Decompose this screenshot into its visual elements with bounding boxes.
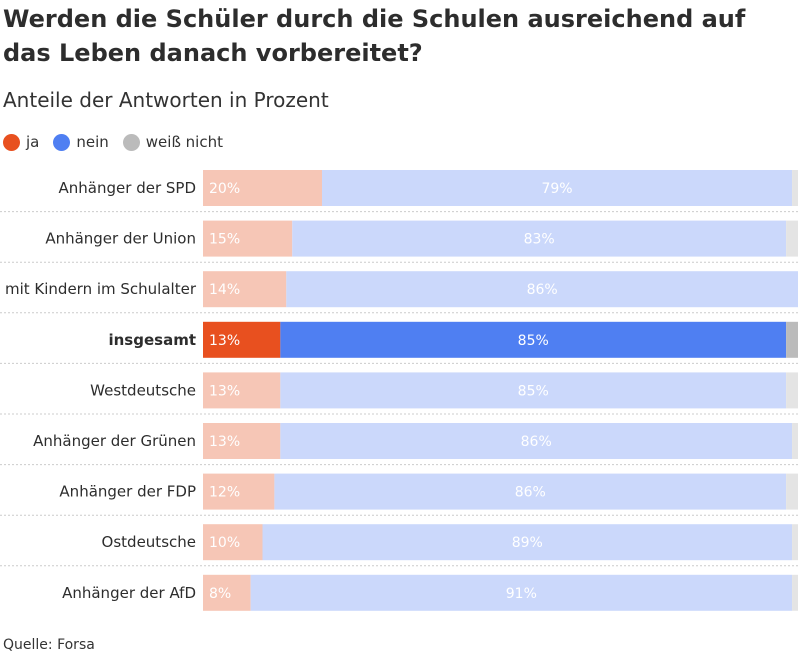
bar-segment-nein	[262, 524, 793, 561]
legend-label-weiss-nicht: weiß nicht	[145, 133, 223, 151]
category-label: Anhänger der SPD	[59, 179, 196, 197]
bar-segment-ja	[203, 271, 287, 308]
bar-segment-ja	[203, 524, 263, 561]
bar-segment-nein	[280, 372, 787, 409]
data-label-nein: 85%	[518, 333, 549, 349]
category-label: Westdeutsche	[90, 381, 196, 399]
legend-item-nein: nein	[53, 133, 109, 151]
data-label-nein: 85%	[518, 383, 549, 399]
bar-segment-ja	[203, 321, 281, 358]
bar-segment-nein	[250, 574, 793, 611]
data-label-ja: 14%	[209, 282, 240, 298]
bar-row-mit-kindern-im-schulalter: mit Kindern im Schulalter 14% 86%	[0, 261, 800, 308]
data-label-ja: 8%	[209, 586, 231, 602]
bar-segment-weiss-nicht	[786, 220, 798, 257]
bar-row-anhaenger-der-fdp: Anhänger der FDP 12% 86%	[0, 464, 800, 510]
bar-row-anhaenger-der-union: Anhänger der Union 15% 83%	[0, 211, 800, 257]
data-label-ja: 13%	[209, 383, 240, 399]
bar-row-anhaenger-der-afd: Anhänger der AfD 8% 91%	[0, 565, 800, 611]
legend-swatch-weiss-nicht	[122, 133, 140, 151]
bar-segment-weiss-nicht	[786, 473, 798, 510]
bar-row-anhaenger-der-gruenen: Anhänger der Grünen 13% 86%	[0, 413, 800, 459]
bar-segment-nein	[322, 170, 793, 206]
bar-row-ostdeutsche: Ostdeutsche 10% 89%	[0, 514, 800, 561]
legend-swatch-nein	[53, 133, 71, 151]
legend: ja nein weiß nicht	[3, 131, 237, 153]
legend-label-nein: nein	[76, 133, 109, 151]
legend-item-weiss-nicht: weiß nicht	[122, 133, 223, 151]
bar-row-anhaenger-der-spd: Anhänger der SPD 20% 79%	[59, 170, 798, 206]
data-label-ja: 13%	[209, 434, 240, 450]
bar-segment-weiss-nicht	[786, 372, 798, 409]
bar-segment-weiss-nicht	[792, 170, 798, 206]
category-label: mit Kindern im Schulalter	[5, 280, 197, 298]
category-label: Anhänger der AfD	[62, 584, 196, 602]
bar-segment-weiss-nicht	[792, 524, 798, 561]
stacked-bar-chart: Anhänger der SPD 20% 79% Anhänger der Union…	[0, 170, 800, 611]
bar-segment-ja	[203, 372, 281, 409]
legend-swatch-ja	[3, 133, 20, 151]
bar-segment-ja	[203, 574, 251, 611]
bar-row-westdeutsche: Westdeutsche 13% 85%	[0, 362, 800, 409]
bar-segment-weiss-nicht	[792, 574, 798, 611]
bar-row-insgesamt: insgesamt 13% 85%	[0, 312, 800, 358]
bar-segment-weiss-nicht	[786, 321, 798, 358]
data-label-nein: 86%	[515, 485, 546, 501]
bar-segment-ja	[203, 423, 281, 459]
data-label-ja: 10%	[209, 535, 240, 551]
category-label: insgesamt	[108, 331, 196, 349]
data-label-ja: 13%	[209, 333, 240, 349]
data-label-nein: 86%	[521, 434, 552, 450]
chart-title: Werden die Schüler durch die Schulen aus…	[3, 5, 746, 67]
bar-segment-ja	[203, 473, 275, 510]
data-label-nein: 79%	[541, 181, 572, 197]
chart-subtitle: Anteile der Antworten in Prozent	[3, 88, 329, 112]
bar-segment-nein	[280, 321, 787, 358]
data-label-ja: 12%	[209, 485, 240, 501]
legend-label-ja: ja	[26, 133, 40, 151]
data-label-ja: 20%	[209, 181, 240, 197]
bar-segment-weiss-nicht	[792, 423, 798, 459]
category-label: Ostdeutsche	[102, 533, 196, 551]
data-label-nein: 89%	[512, 535, 543, 551]
legend-item-ja: ja	[3, 133, 39, 151]
data-label-nein: 86%	[527, 282, 558, 298]
category-label: Anhänger der Union	[45, 230, 196, 248]
data-label-nein: 91%	[506, 586, 537, 602]
bar-segment-ja	[203, 220, 293, 257]
data-label-nein: 83%	[524, 232, 555, 248]
source-note: Quelle: Forsa	[3, 637, 95, 653]
bar-segment-nein	[286, 271, 798, 308]
data-label-ja: 15%	[209, 232, 240, 248]
bar-segment-nein	[292, 220, 787, 257]
category-label: Anhänger der FDP	[59, 483, 196, 501]
category-label: Anhänger der Grünen	[33, 432, 196, 450]
bar-segment-nein	[280, 423, 793, 459]
bar-segment-ja	[203, 170, 322, 206]
bar-segment-nein	[274, 473, 787, 510]
